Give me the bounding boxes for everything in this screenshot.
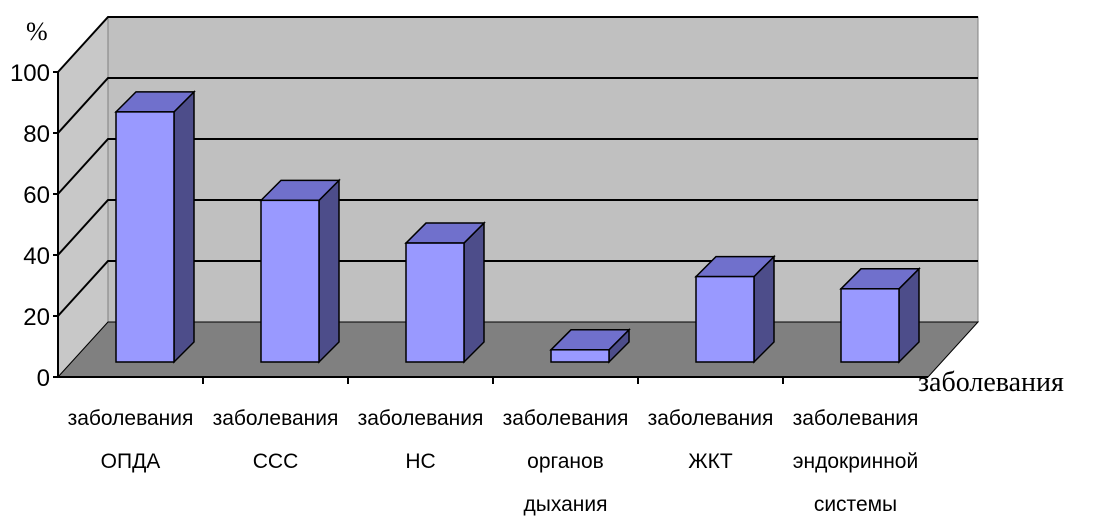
x-category-label-line: дыхания <box>524 493 608 516</box>
bar-front <box>695 275 755 363</box>
y-tick-label: 0 <box>37 365 50 392</box>
x-category-label-line: заболевания <box>503 407 629 430</box>
y-tick-labels: 0 20 40 60 80 100 <box>10 60 50 392</box>
gridlines <box>57 16 978 317</box>
y-tick-label: 100 <box>10 60 50 87</box>
x-category-label-line: заболевания <box>213 407 339 430</box>
gridline <box>57 138 978 195</box>
bar <box>694 254 776 364</box>
y-tick-label: 80 <box>23 121 50 148</box>
y-axis-unit-label: % <box>26 17 48 46</box>
x-category-label: заболевания ССС <box>213 407 339 473</box>
bar <box>114 90 196 364</box>
x-category-label-line: заболевания <box>68 407 194 430</box>
x-category-label-line: ЖКТ <box>688 450 733 473</box>
side-wall <box>57 15 109 379</box>
bar <box>549 327 631 364</box>
y-tick-label: 60 <box>23 182 50 209</box>
bar-front <box>115 111 175 363</box>
bar-front <box>260 199 320 363</box>
gridline <box>57 260 978 317</box>
x-category-label-line: заболевания <box>648 407 774 430</box>
bar-front <box>550 349 610 363</box>
gridline <box>57 77 978 134</box>
y-tick-label: 20 <box>23 304 50 331</box>
gridline <box>57 199 978 256</box>
bar-front <box>405 242 465 363</box>
bar <box>839 266 921 364</box>
floor-plane <box>56 321 980 378</box>
x-category-label: заболевания НС <box>358 407 484 473</box>
x-category-label: заболевания ЖКТ <box>648 407 774 473</box>
axes <box>53 71 928 384</box>
x-category-label-line: эндокринной <box>793 450 918 473</box>
back-wall <box>107 16 979 323</box>
bar-side <box>318 178 340 364</box>
x-category-label: заболевания органов дыхания <box>503 407 629 516</box>
x-category-label-line: ОПДА <box>101 450 161 473</box>
chart-floor <box>56 321 980 378</box>
x-category-label-line: заболевания <box>358 407 484 430</box>
bars <box>114 90 921 364</box>
x-category-label-line: системы <box>814 493 897 516</box>
x-category-label-line: ССС <box>253 450 299 473</box>
bar-side <box>463 221 485 364</box>
gridline <box>57 16 978 73</box>
x-category-label-line: заболевания <box>793 407 919 430</box>
bar-side <box>173 90 195 364</box>
y-tick-label: 40 <box>23 243 50 270</box>
x-category-label: заболевания эндокринной системы <box>793 407 919 516</box>
x-category-label-line: органов <box>527 450 604 473</box>
bar <box>259 178 341 364</box>
x-category-label-line: НС <box>405 450 435 473</box>
x-axis-label: заболевания <box>918 367 1064 398</box>
bar <box>404 221 486 364</box>
x-category-label: заболевания ОПДА <box>68 407 194 473</box>
bar-front <box>840 288 900 363</box>
